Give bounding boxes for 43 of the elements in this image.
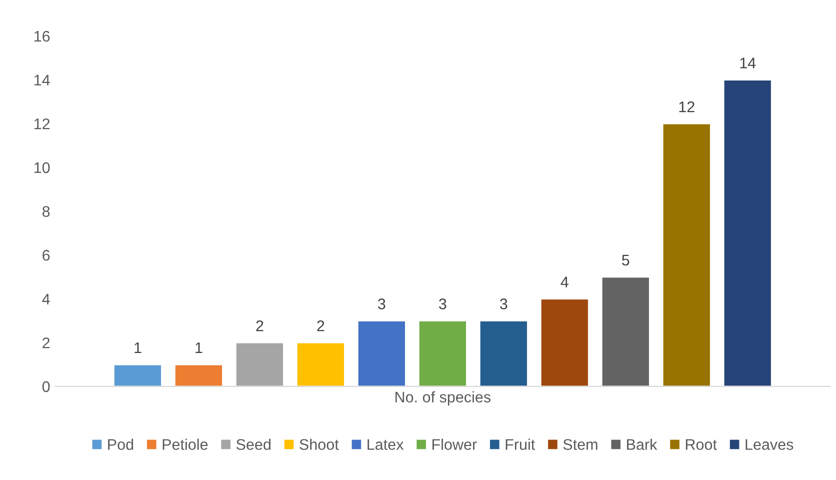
bar: [540, 298, 590, 386]
legend-label: Root: [686, 439, 717, 450]
bar: [662, 122, 712, 386]
y-tick-label: 4: [42, 294, 50, 304]
bar: [112, 364, 162, 386]
y-tick-label: 14: [34, 74, 50, 86]
legend-label: Pod: [108, 438, 134, 450]
data-label: 2: [256, 320, 264, 332]
legend-label: Seed: [236, 438, 270, 450]
bar: [356, 320, 406, 386]
y-tick-label: 0: [42, 381, 50, 392]
y-tick-label: 6: [42, 250, 50, 261]
legend-label: Shoot: [300, 438, 339, 450]
bar: [174, 364, 224, 386]
y-tick-label: 2: [42, 337, 50, 348]
data-label: 2: [317, 320, 324, 332]
data-label: 3: [438, 298, 446, 310]
legend-label: Stem: [563, 439, 598, 450]
legend-label: Fruit: [506, 438, 536, 450]
x-tick-label: No. of species: [396, 391, 491, 406]
legend-label: Leaves: [746, 439, 794, 450]
bar: [722, 79, 772, 386]
data-label: 14: [740, 58, 756, 68]
legend-label: Latex: [368, 439, 404, 450]
bar: [478, 320, 528, 386]
data-label: 4: [560, 276, 568, 288]
bar: [600, 276, 650, 386]
y-tick-label: 10: [34, 162, 50, 174]
bar: [296, 342, 346, 386]
legend-label: Flower: [432, 438, 477, 450]
y-tick-label: 12: [34, 118, 50, 130]
data-label: 3: [378, 298, 386, 310]
y-tick-label: 8: [42, 206, 50, 217]
legend-label: Petiole: [162, 438, 208, 450]
bar: [418, 320, 468, 386]
y-tick-label: 16: [34, 30, 50, 42]
data-label: 5: [622, 254, 630, 266]
data-label: 12: [679, 101, 694, 112]
data-label: 1: [134, 342, 142, 353]
legend-label: Bark: [627, 438, 658, 450]
data-label: 3: [500, 298, 508, 310]
data-label: 1: [196, 342, 202, 353]
bar: [234, 342, 284, 386]
